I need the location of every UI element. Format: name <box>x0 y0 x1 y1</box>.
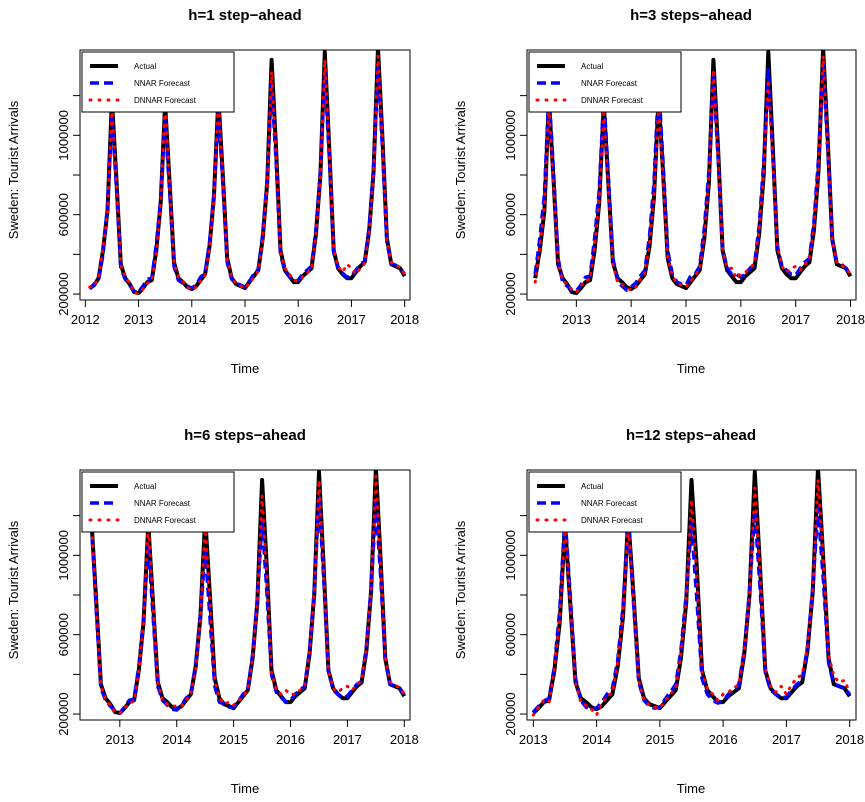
panel-h6: h=6 steps−ahead Time Sweden: Tourist Arr… <box>6 427 419 796</box>
x-tick-label: 2015 <box>645 732 674 747</box>
x-tick-label: 2015 <box>231 312 260 327</box>
x-tick-label: 2014 <box>582 732 611 747</box>
panel-h3: h=3 steps−ahead Time Sweden: Tourist Arr… <box>453 7 865 376</box>
y-tick-label: 600000 <box>56 193 71 236</box>
legend-label: Actual <box>581 482 603 491</box>
x-tick-label: 2015 <box>219 732 248 747</box>
x-tick-label: 2017 <box>772 732 801 747</box>
panel-title: h=12 steps−ahead <box>626 427 756 444</box>
panel-h1: h=1 step−ahead Time Sweden: Tourist Arri… <box>6 7 419 376</box>
panel-title: h=6 steps−ahead <box>184 427 306 444</box>
x-tick-label: 2012 <box>71 312 100 327</box>
plot-area: 2013 2014 2015 2016 2017 2018 200000 600000 1000… <box>503 469 864 747</box>
y-axis-label: Sweden: Tourist Arrivals <box>6 520 21 659</box>
legend-label: DNNAR Forecast <box>134 96 197 105</box>
legend-label: Actual <box>134 62 156 71</box>
x-tick-label: 2018 <box>390 312 419 327</box>
x-tick-label: 2016 <box>276 732 305 747</box>
series-group <box>533 50 853 296</box>
series-group <box>88 50 407 296</box>
series-group <box>89 470 407 716</box>
legend-label: Actual <box>581 62 603 71</box>
series-line-nnar <box>89 494 406 715</box>
y-tick-label: 1000000 <box>56 110 71 161</box>
y-tick-label: 1000000 <box>503 530 518 581</box>
x-tick-label: 2014 <box>177 312 206 327</box>
y-axis-label: Sweden: Tourist Arrivals <box>453 100 468 239</box>
x-tick-label: 2013 <box>105 732 134 747</box>
plot-area: 2013 2014 2015 2016 2017 2018 200000 600000 1000… <box>56 469 419 747</box>
x-tick-label: 2013 <box>519 732 548 747</box>
x-tick-label: 2017 <box>337 312 366 327</box>
x-axis-label: Time <box>231 361 259 376</box>
x-tick-label: 2017 <box>781 312 810 327</box>
y-tick-label: 200000 <box>56 272 71 315</box>
series-line-nnar <box>531 505 852 714</box>
series-line-dnnar <box>89 474 406 715</box>
x-tick-label: 2018 <box>836 312 865 327</box>
x-tick-label: 2014 <box>162 732 191 747</box>
y-tick-label: 1000000 <box>503 110 518 161</box>
legend-label: DNNAR Forecast <box>581 516 644 525</box>
legend-label: NNAR Forecast <box>134 79 191 88</box>
y-tick-label: 600000 <box>56 613 71 656</box>
panel-h12: h=12 steps−ahead Time Sweden: Tourist Ar… <box>453 427 864 796</box>
series-line-dnnar <box>88 54 407 295</box>
series-line-dnnar <box>533 54 852 294</box>
y-tick-label: 600000 <box>503 193 518 236</box>
series-group <box>531 470 852 717</box>
y-tick-label: 200000 <box>56 692 71 735</box>
x-tick-label: 2016 <box>726 312 755 327</box>
x-tick-label: 2016 <box>284 312 313 327</box>
series-line-nnar <box>88 66 407 294</box>
x-axis-label: Time <box>231 781 259 796</box>
panel-title: h=1 step−ahead <box>188 7 301 24</box>
x-axis-label: Time <box>677 781 705 796</box>
series-line-dnnar <box>531 478 852 717</box>
x-tick-label: 2018 <box>390 732 419 747</box>
series-line-nnar <box>533 62 852 293</box>
x-tick-label: 2013 <box>562 312 591 327</box>
legend-label: DNNAR Forecast <box>134 516 197 525</box>
legend-label: NNAR Forecast <box>581 499 638 508</box>
x-tick-label: 2014 <box>617 312 646 327</box>
legend-label: NNAR Forecast <box>134 499 191 508</box>
x-tick-label: 2018 <box>835 732 864 747</box>
y-tick-label: 200000 <box>503 272 518 315</box>
y-tick-label: 600000 <box>503 613 518 656</box>
panel-title: h=3 steps−ahead <box>630 7 752 24</box>
x-tick-label: 2013 <box>124 312 153 327</box>
legend-label: NNAR Forecast <box>581 79 638 88</box>
y-tick-label: 200000 <box>503 692 518 735</box>
x-tick-label: 2017 <box>333 732 362 747</box>
plot-area: 2013 2014 2015 2016 2017 2018 200000 600000 1000… <box>503 49 865 327</box>
y-axis-label: Sweden: Tourist Arrivals <box>6 100 21 239</box>
x-axis-label: Time <box>677 361 705 376</box>
plot-area: 2012 2013 2014 2015 2016 2017 2018 200000 600000… <box>56 49 419 327</box>
legend-label: Actual <box>134 482 156 491</box>
y-axis-label: Sweden: Tourist Arrivals <box>453 520 468 659</box>
x-tick-label: 2016 <box>709 732 738 747</box>
y-tick-label: 1000000 <box>56 530 71 581</box>
x-tick-label: 2015 <box>672 312 701 327</box>
legend-label: DNNAR Forecast <box>581 96 644 105</box>
